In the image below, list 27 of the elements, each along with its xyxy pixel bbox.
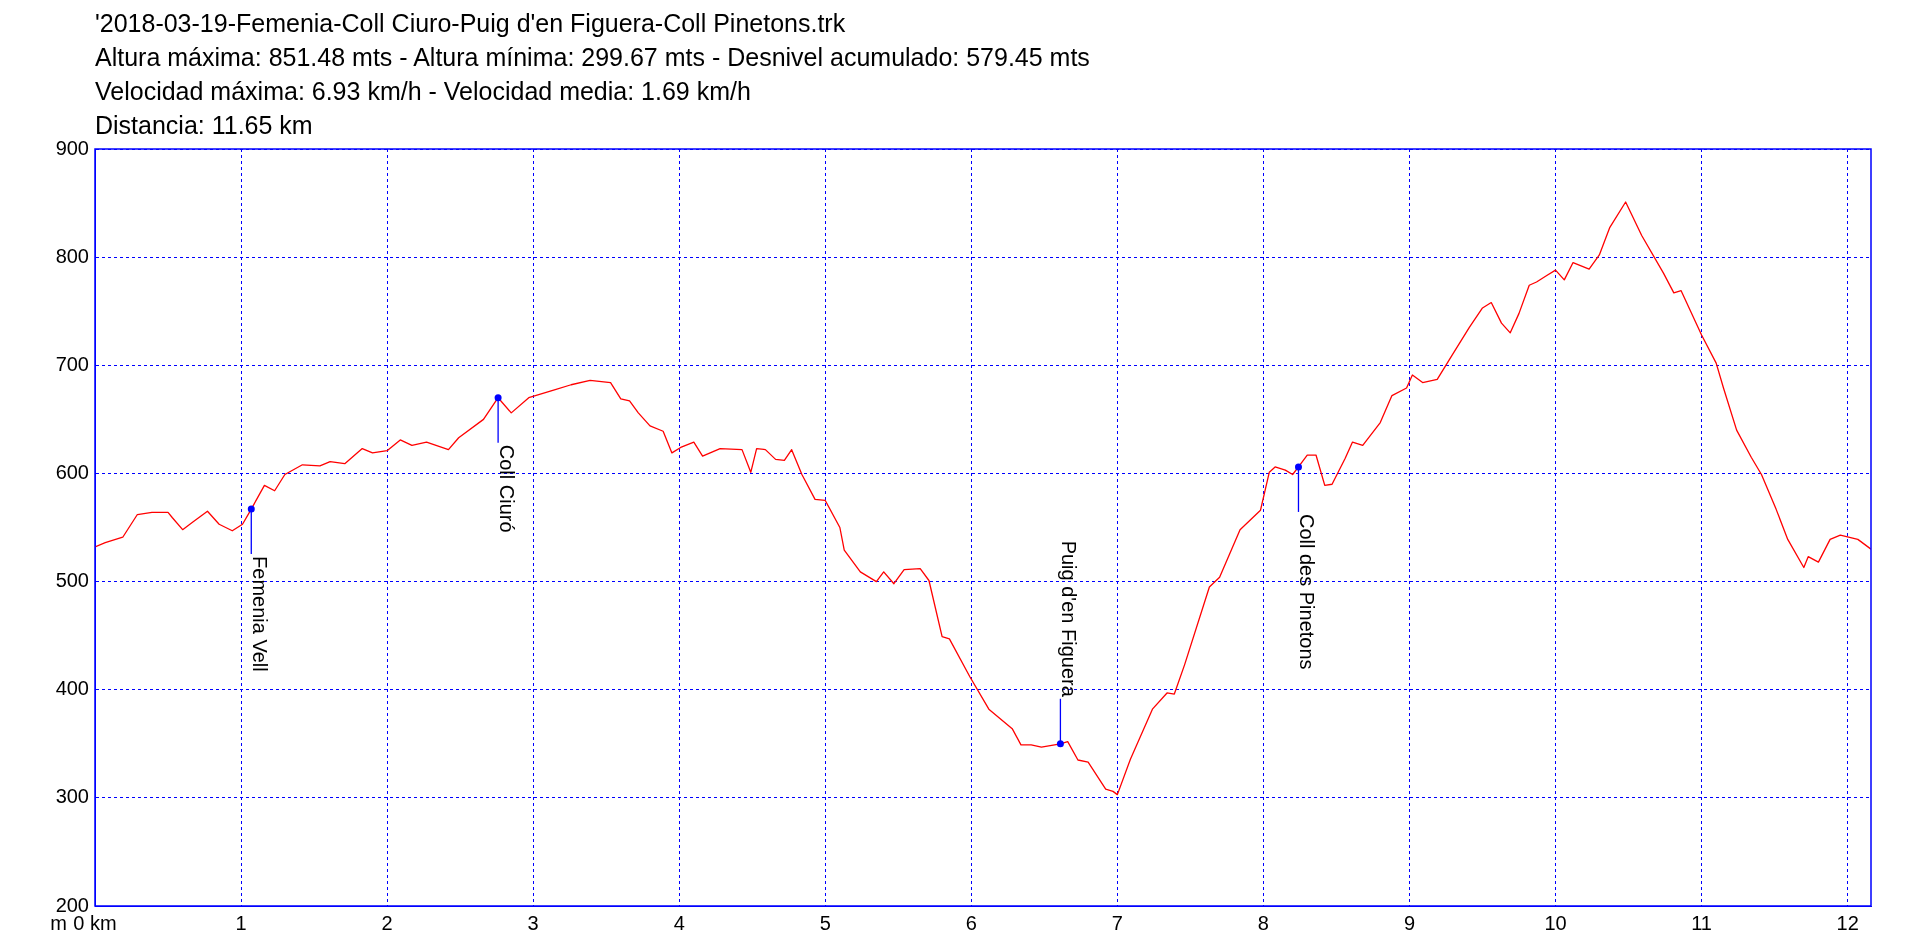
x-tick-label: 1: [235, 911, 247, 934]
x-tick-label: 12: [1836, 911, 1859, 934]
x-tick-label: 3: [527, 911, 539, 934]
y-tick-label: 600: [55, 460, 89, 483]
annotation: Coll Ciuró: [495, 444, 518, 533]
y-tick-label: 300: [55, 785, 89, 808]
y-tick-label: 400: [55, 677, 89, 700]
y-tick-label: 900: [55, 136, 89, 159]
x-tick-label: 9: [1403, 911, 1416, 934]
x-tick-label: 5: [819, 911, 831, 934]
x-tick-label: 11: [1691, 911, 1712, 934]
annotation: Femenia Vell: [248, 556, 271, 672]
x-tick-label: 2: [381, 911, 393, 934]
y-tick-label: 500: [55, 569, 89, 592]
text: Velocidad máxima: 6.93 km/h - Velocidad media: 1.69 km/h: [95, 76, 752, 107]
chart-title: '2018-03-19-Femenia-Coll Ciuro-Puig d'en Figuera-Coll Pinetons.trk: [95, 8, 847, 39]
x-tick-label: 7: [1111, 911, 1123, 934]
annotation: Coll des Pinetons: [1295, 513, 1318, 670]
x-tick-label: 4: [673, 911, 685, 934]
y-tick-label: 700: [55, 352, 89, 375]
annotation: Puig d'en Figuera: [1057, 540, 1080, 698]
x-tick-label: 6: [965, 911, 977, 934]
text: Altura máxima: 851.48 mts - Altura mínima: 299.67 mts - Desnivel acumulado: 579.45 mts: [95, 42, 1090, 73]
x-tick-label: 10: [1544, 911, 1567, 934]
y-tick-label: 800: [55, 244, 89, 267]
text: Distancia: 11.65 km: [95, 110, 314, 141]
x-tick-label: 8: [1257, 911, 1269, 934]
